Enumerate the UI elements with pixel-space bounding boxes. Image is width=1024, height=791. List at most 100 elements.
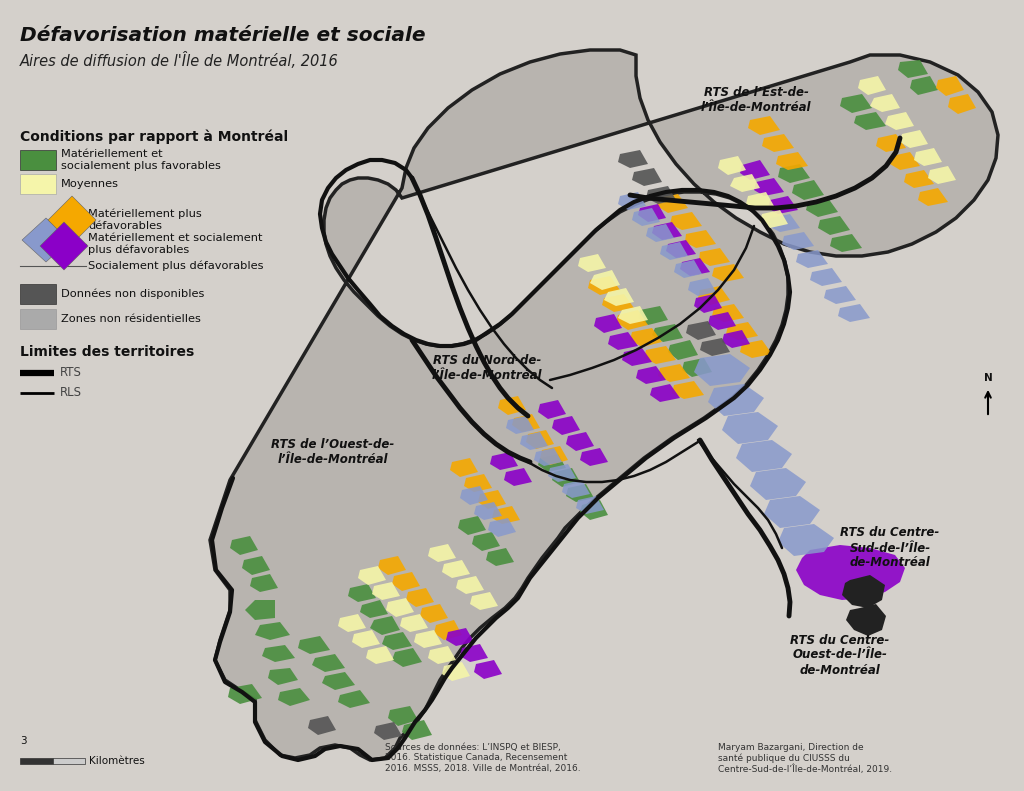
Text: Socialement plus défavorables: Socialement plus défavorables <box>88 261 263 271</box>
Text: Sources de données: L’INSPQ et BIESP,
2016. Statistique Canada, Recensement
2016: Sources de données: L’INSPQ et BIESP, 20… <box>385 743 581 773</box>
Text: Kilomètres: Kilomètres <box>89 756 144 766</box>
Polygon shape <box>22 218 70 262</box>
Polygon shape <box>428 646 456 664</box>
Polygon shape <box>460 486 488 505</box>
Polygon shape <box>478 490 506 509</box>
Polygon shape <box>566 484 594 502</box>
Polygon shape <box>608 332 638 350</box>
Polygon shape <box>928 166 956 184</box>
Polygon shape <box>538 400 566 419</box>
Polygon shape <box>699 248 730 266</box>
Polygon shape <box>670 212 702 230</box>
Polygon shape <box>48 196 96 244</box>
Polygon shape <box>312 654 345 672</box>
Polygon shape <box>602 294 634 312</box>
Polygon shape <box>450 458 478 477</box>
Polygon shape <box>782 232 814 250</box>
Polygon shape <box>230 536 258 555</box>
Polygon shape <box>652 324 683 342</box>
Polygon shape <box>840 94 872 113</box>
Text: RTS du Centre-
Ouest-de-l’Île-
de-Montréal: RTS du Centre- Ouest-de-l’Île- de-Montré… <box>791 634 890 676</box>
Polygon shape <box>632 168 662 186</box>
Polygon shape <box>210 50 998 760</box>
Polygon shape <box>718 156 746 175</box>
Bar <box>20 284 56 304</box>
Polygon shape <box>650 384 680 402</box>
Text: Aires de diffusion de l'Île de Montréal, 2016: Aires de diffusion de l'Île de Montréal,… <box>20 52 339 69</box>
Polygon shape <box>652 222 682 240</box>
Polygon shape <box>682 358 712 377</box>
Polygon shape <box>644 346 676 364</box>
Polygon shape <box>392 572 420 591</box>
Polygon shape <box>936 76 964 96</box>
Polygon shape <box>842 575 885 608</box>
Polygon shape <box>400 614 428 632</box>
Polygon shape <box>858 76 886 95</box>
Polygon shape <box>622 348 652 366</box>
Polygon shape <box>382 632 412 650</box>
Polygon shape <box>492 506 520 524</box>
Polygon shape <box>688 278 716 296</box>
Polygon shape <box>750 468 806 500</box>
Text: RTS du Nord-de-
l’Île-de-Montréal: RTS du Nord-de- l’Île-de-Montréal <box>432 354 543 382</box>
Polygon shape <box>474 502 502 520</box>
Polygon shape <box>358 566 386 585</box>
Polygon shape <box>810 268 842 286</box>
Polygon shape <box>685 230 716 248</box>
Polygon shape <box>378 556 406 575</box>
Polygon shape <box>672 381 705 399</box>
Polygon shape <box>818 216 850 235</box>
Bar <box>20 150 56 170</box>
Polygon shape <box>520 432 548 450</box>
Polygon shape <box>566 432 594 451</box>
Polygon shape <box>666 240 696 258</box>
Text: RTS de l’Ouest-de-
l’Île-de-Montréal: RTS de l’Ouest-de- l’Île-de-Montréal <box>271 438 394 466</box>
Polygon shape <box>498 396 526 415</box>
Polygon shape <box>778 524 834 556</box>
Polygon shape <box>636 366 666 384</box>
Polygon shape <box>708 312 736 330</box>
Polygon shape <box>338 690 370 708</box>
Polygon shape <box>914 148 942 166</box>
Polygon shape <box>366 646 394 664</box>
Polygon shape <box>308 716 336 735</box>
Polygon shape <box>618 192 646 210</box>
Polygon shape <box>632 208 660 226</box>
Polygon shape <box>374 722 402 740</box>
Polygon shape <box>686 321 716 340</box>
Polygon shape <box>406 588 434 607</box>
Polygon shape <box>255 622 290 640</box>
Polygon shape <box>646 224 674 242</box>
Polygon shape <box>604 288 634 306</box>
Polygon shape <box>806 198 838 217</box>
Polygon shape <box>776 152 808 170</box>
Polygon shape <box>472 532 500 551</box>
Polygon shape <box>746 192 774 210</box>
Polygon shape <box>278 688 310 706</box>
Polygon shape <box>890 152 920 170</box>
Polygon shape <box>616 310 648 330</box>
Polygon shape <box>658 364 690 382</box>
Polygon shape <box>876 134 906 152</box>
Text: Défavorisation matérielle et sociale: Défavorisation matérielle et sociale <box>20 26 426 45</box>
Polygon shape <box>740 160 770 180</box>
Polygon shape <box>268 668 298 685</box>
Polygon shape <box>40 222 88 270</box>
Polygon shape <box>646 186 676 204</box>
Polygon shape <box>740 340 772 358</box>
Polygon shape <box>338 614 366 632</box>
Polygon shape <box>578 254 606 272</box>
Polygon shape <box>668 340 698 360</box>
Polygon shape <box>526 430 554 449</box>
Polygon shape <box>250 574 278 592</box>
Text: Matériellement plus
défavorables: Matériellement plus défavorables <box>88 209 202 231</box>
Text: RTS: RTS <box>60 366 82 380</box>
Polygon shape <box>918 188 948 206</box>
Polygon shape <box>446 628 474 646</box>
Polygon shape <box>722 412 778 444</box>
Polygon shape <box>534 448 562 466</box>
Polygon shape <box>846 604 886 636</box>
Polygon shape <box>420 604 449 623</box>
Polygon shape <box>464 474 492 492</box>
Polygon shape <box>486 548 514 566</box>
